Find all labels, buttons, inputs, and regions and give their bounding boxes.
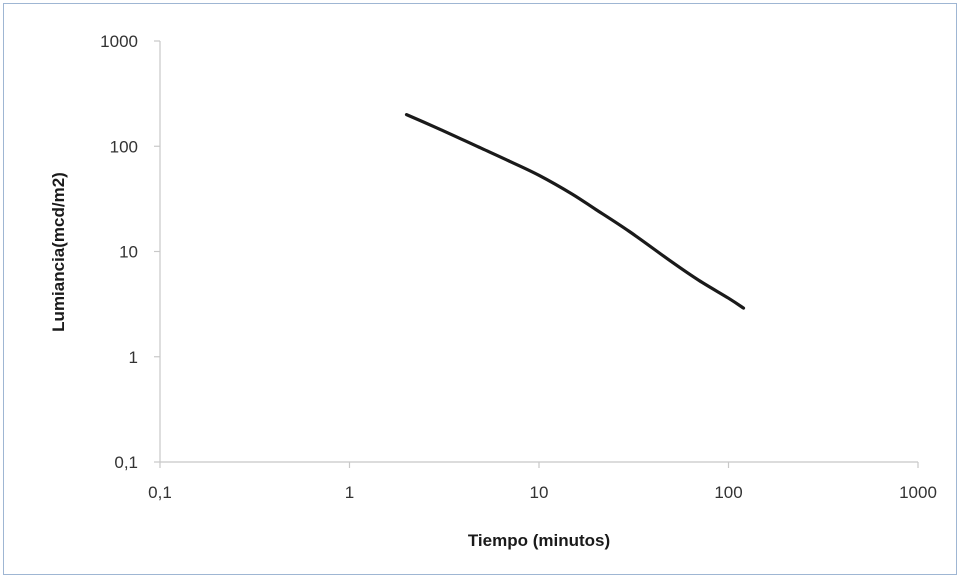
y-tick-label: 0,1 [114, 453, 138, 472]
y-axis-ticks: 0,1 1 10 100 1000 [100, 32, 160, 472]
x-tick-label: 10 [530, 483, 549, 502]
y-tick-label: 1 [129, 348, 138, 367]
y-tick-label: 100 [110, 137, 138, 156]
x-axis-ticks: 0,1 1 10 100 1000 [148, 462, 937, 502]
y-axis-label: Lumiancia(mcd/m2) [49, 172, 68, 332]
x-axis-label: Tiempo (minutos) [468, 531, 610, 550]
y-tick-label: 10 [119, 243, 138, 262]
x-tick-label: 1000 [899, 483, 937, 502]
x-tick-label: 1 [345, 483, 354, 502]
chart-frame [3, 3, 957, 575]
chart-axes [159, 41, 918, 463]
y-tick-label: 1000 [100, 32, 138, 51]
series-line [404, 113, 746, 310]
x-tick-label: 100 [714, 483, 742, 502]
x-tick-label: 0,1 [148, 483, 172, 502]
plot-area [404, 113, 746, 310]
